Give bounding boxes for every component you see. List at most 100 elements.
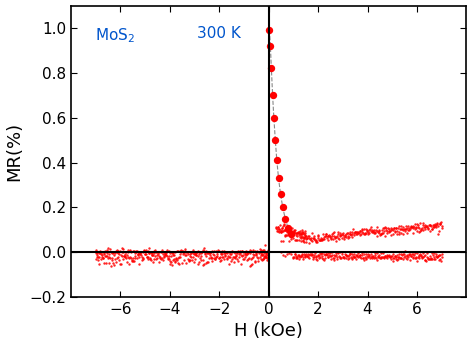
Point — [418, 255, 425, 261]
Point — [247, 263, 255, 268]
Point — [161, 252, 169, 257]
Point — [190, 259, 198, 265]
Point — [315, 236, 322, 241]
Point — [254, 258, 261, 263]
Point — [370, 255, 378, 261]
Point — [366, 255, 374, 260]
Point — [381, 254, 389, 259]
Point — [215, 255, 222, 260]
Point — [145, 250, 153, 255]
Point — [407, 258, 414, 263]
Point — [346, 251, 354, 256]
Point — [296, 234, 304, 240]
Point — [237, 261, 244, 266]
Point — [397, 256, 405, 261]
Point — [305, 240, 312, 245]
Point — [167, 261, 174, 267]
Point — [289, 229, 296, 235]
Point — [151, 253, 159, 259]
Point — [159, 257, 167, 263]
Point — [432, 251, 439, 257]
Point — [367, 228, 375, 234]
Point — [175, 254, 183, 260]
Point — [251, 258, 258, 264]
Point — [376, 255, 384, 261]
Point — [168, 259, 175, 265]
Point — [393, 228, 401, 233]
Point — [382, 227, 389, 233]
Point — [297, 231, 304, 236]
Point — [122, 255, 130, 261]
Point — [207, 249, 215, 255]
Point — [274, 225, 281, 230]
Point — [160, 254, 168, 260]
Point — [341, 251, 349, 256]
Point — [335, 253, 343, 259]
Point — [317, 251, 325, 257]
Point — [316, 256, 323, 261]
Point — [417, 226, 425, 231]
Point — [296, 231, 303, 237]
Point — [426, 222, 433, 228]
Point — [325, 234, 332, 239]
Point — [328, 236, 335, 242]
Point — [111, 250, 119, 256]
Point — [321, 252, 329, 258]
Point — [139, 249, 146, 255]
Point — [386, 226, 393, 231]
Point — [228, 259, 235, 264]
Point — [421, 226, 429, 231]
Point — [296, 254, 304, 260]
Point — [255, 256, 262, 261]
Point — [431, 256, 439, 262]
Point — [257, 256, 265, 262]
Point — [185, 258, 193, 264]
Point — [298, 235, 306, 240]
Point — [358, 252, 366, 257]
Point — [404, 224, 412, 229]
Point — [359, 255, 366, 260]
Point — [369, 227, 376, 233]
Point — [355, 230, 362, 236]
Point — [110, 250, 117, 256]
Point — [213, 252, 221, 257]
Point — [428, 227, 435, 232]
Point — [312, 238, 320, 243]
Point — [243, 250, 250, 255]
Point — [243, 252, 250, 257]
Point — [402, 226, 409, 231]
Point — [107, 250, 115, 255]
Point — [345, 236, 352, 241]
Point — [189, 254, 196, 260]
Point — [249, 251, 257, 256]
Point — [375, 254, 383, 260]
Point — [283, 252, 291, 257]
Point — [250, 254, 257, 260]
Point — [126, 254, 134, 260]
Point — [258, 251, 266, 256]
Point — [208, 258, 216, 264]
Point — [299, 238, 307, 243]
Point — [395, 251, 403, 257]
Point — [284, 229, 292, 235]
Point — [313, 254, 320, 260]
Point — [299, 231, 306, 237]
Point — [264, 249, 272, 255]
Point — [302, 253, 309, 259]
Point — [300, 252, 308, 257]
Point — [361, 254, 369, 260]
Point — [141, 251, 149, 257]
Point — [264, 257, 271, 263]
Point — [244, 252, 251, 257]
Point — [211, 248, 218, 254]
Point — [269, 92, 277, 98]
Point — [230, 255, 238, 260]
Point — [138, 255, 146, 260]
Point — [315, 237, 323, 243]
Point — [152, 247, 159, 253]
Point — [141, 248, 148, 253]
Point — [302, 251, 310, 256]
Point — [239, 249, 247, 255]
Point — [194, 261, 202, 267]
Point — [227, 251, 234, 256]
